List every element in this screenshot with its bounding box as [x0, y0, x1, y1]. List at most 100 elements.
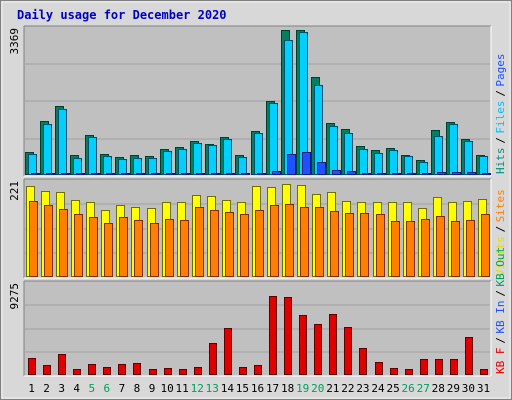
- bar-kb-f-day-9: [149, 369, 157, 375]
- bar-files-day-29: [449, 124, 458, 175]
- bar-sites-day-10: [165, 219, 174, 277]
- x-tick-label-day-12: 12: [191, 382, 204, 395]
- bar-sites-day-9: [150, 223, 159, 277]
- bar-files-day-24: [374, 153, 383, 175]
- bar-sites-day-12: [195, 207, 204, 277]
- bar-files-day-7: [118, 159, 127, 175]
- x-tick-label-day-17: 17: [266, 382, 279, 395]
- bar-sites-day-22: [345, 213, 354, 277]
- bar-kb-f-day-15: [239, 367, 247, 375]
- bar-kb-f-day-17: [269, 296, 277, 375]
- bar-pages-day-18: [287, 154, 296, 175]
- series-label-files: Files: [494, 100, 507, 133]
- bar-files-day-5: [88, 137, 97, 175]
- series-label-kb-in: KB In: [494, 300, 507, 333]
- bar-pages-day-20: [317, 162, 326, 175]
- bar-files-day-31: [479, 156, 488, 175]
- bar-files-day-30: [464, 141, 473, 175]
- bar-sites-day-6: [104, 223, 113, 277]
- bar-pages-day-15: [241, 173, 250, 175]
- bar-sites-day-11: [180, 220, 189, 277]
- bar-kb-f-day-4: [73, 369, 81, 375]
- bar-sites-day-26: [406, 221, 415, 277]
- x-tick-label-day-3: 3: [58, 382, 65, 395]
- y-max-label: 9275: [8, 283, 21, 310]
- bar-sites-day-31: [481, 214, 490, 277]
- x-tick-label-day-11: 11: [176, 382, 189, 395]
- bar-sites-day-14: [225, 212, 234, 277]
- x-tick-label-day-10: 10: [160, 382, 173, 395]
- bar-files-day-23: [359, 149, 368, 175]
- bar-kb-f-day-21: [329, 314, 337, 375]
- bar-pages-day-22: [347, 171, 356, 175]
- bar-sites-day-17: [270, 205, 279, 277]
- bar-sites-day-28: [436, 216, 445, 277]
- bar-files-day-25: [389, 150, 398, 175]
- bar-kb-f-day-1: [28, 358, 36, 375]
- x-axis-labels: 1 2 3 4 5 6 7 8 9 10 11 12 13 14 15 16 17 18 19 20 21 22 23 24 2…: [28, 382, 490, 395]
- bar-files-day-4: [73, 158, 82, 175]
- bar-kb-f-day-29: [450, 359, 458, 375]
- bar-kb-f-day-13: [209, 343, 217, 375]
- bar-files-day-26: [404, 156, 413, 175]
- x-tick-label-day-29: 29: [447, 382, 460, 395]
- bar-sites-day-21: [330, 211, 339, 277]
- bar-files-day-21: [329, 126, 338, 175]
- bar-kb-f-day-12: [194, 367, 202, 375]
- x-tick-label-day-14: 14: [221, 382, 235, 395]
- x-tick-label-day-23: 23: [356, 382, 369, 395]
- bar-pages-day-11: [181, 173, 190, 175]
- bar-files-day-11: [178, 149, 187, 175]
- bar-pages-day-6: [106, 173, 115, 175]
- bar-pages-day-7: [121, 173, 130, 175]
- x-tick-label-day-19: 19: [296, 382, 309, 395]
- bar-kb-f-day-6: [103, 367, 111, 375]
- bar-pages-day-25: [392, 173, 401, 175]
- bar-sites-day-1: [29, 201, 38, 277]
- bar-kb-f-day-23: [359, 348, 367, 375]
- bar-pages-day-13: [211, 173, 220, 175]
- x-tick-label-day-5: 5: [88, 382, 95, 395]
- bar-files-day-10: [163, 151, 172, 175]
- bar-sites-day-15: [240, 214, 249, 277]
- series-label-separator: /: [494, 137, 507, 144]
- x-tick-label-day-24: 24: [371, 382, 385, 395]
- x-tick-label-day-9: 9: [149, 382, 156, 395]
- bar-sites-day-7: [119, 217, 128, 277]
- bar-kb-f-day-3: [58, 354, 66, 375]
- series-label-separator: /: [494, 290, 507, 297]
- bar-files-day-8: [133, 158, 142, 175]
- bar-pages-day-14: [226, 173, 235, 175]
- x-tick-label-day-2: 2: [43, 382, 50, 395]
- bar-sites-day-3: [59, 209, 68, 277]
- series-label-separator: /: [494, 90, 507, 97]
- series-label-kb-out: KB Out: [494, 247, 507, 287]
- bar-kb-f-day-10: [164, 368, 172, 375]
- bar-kb-f-day-14: [224, 328, 232, 375]
- bar-files-day-14: [223, 139, 232, 175]
- panel-middle: 221 Visits / Sites: [8, 178, 507, 279]
- bar-files-day-9: [148, 158, 157, 175]
- bar-kb-f-day-22: [344, 327, 352, 375]
- bar-pages-day-21: [332, 170, 341, 175]
- bar-kb-f-day-11: [179, 369, 187, 375]
- bar-kb-f-day-28: [435, 359, 443, 375]
- series-label-separator: /: [494, 226, 507, 233]
- x-tick-label-day-8: 8: [134, 382, 141, 395]
- bar-pages-day-9: [151, 173, 160, 175]
- bar-sites-day-23: [360, 213, 369, 277]
- x-tick-label-day-6: 6: [104, 382, 111, 395]
- bar-kb-f-day-16: [254, 365, 262, 375]
- bar-pages-day-12: [196, 173, 205, 175]
- bar-pages-day-3: [61, 173, 70, 175]
- bar-pages-day-31: [482, 173, 491, 175]
- x-tick-label-day-7: 7: [119, 382, 126, 395]
- bar-files-day-22: [344, 133, 353, 175]
- bar-pages-day-17: [272, 171, 281, 175]
- y-max-label: 221: [8, 181, 21, 201]
- bar-files-day-2: [43, 124, 52, 175]
- series-label-separator: /: [494, 337, 507, 344]
